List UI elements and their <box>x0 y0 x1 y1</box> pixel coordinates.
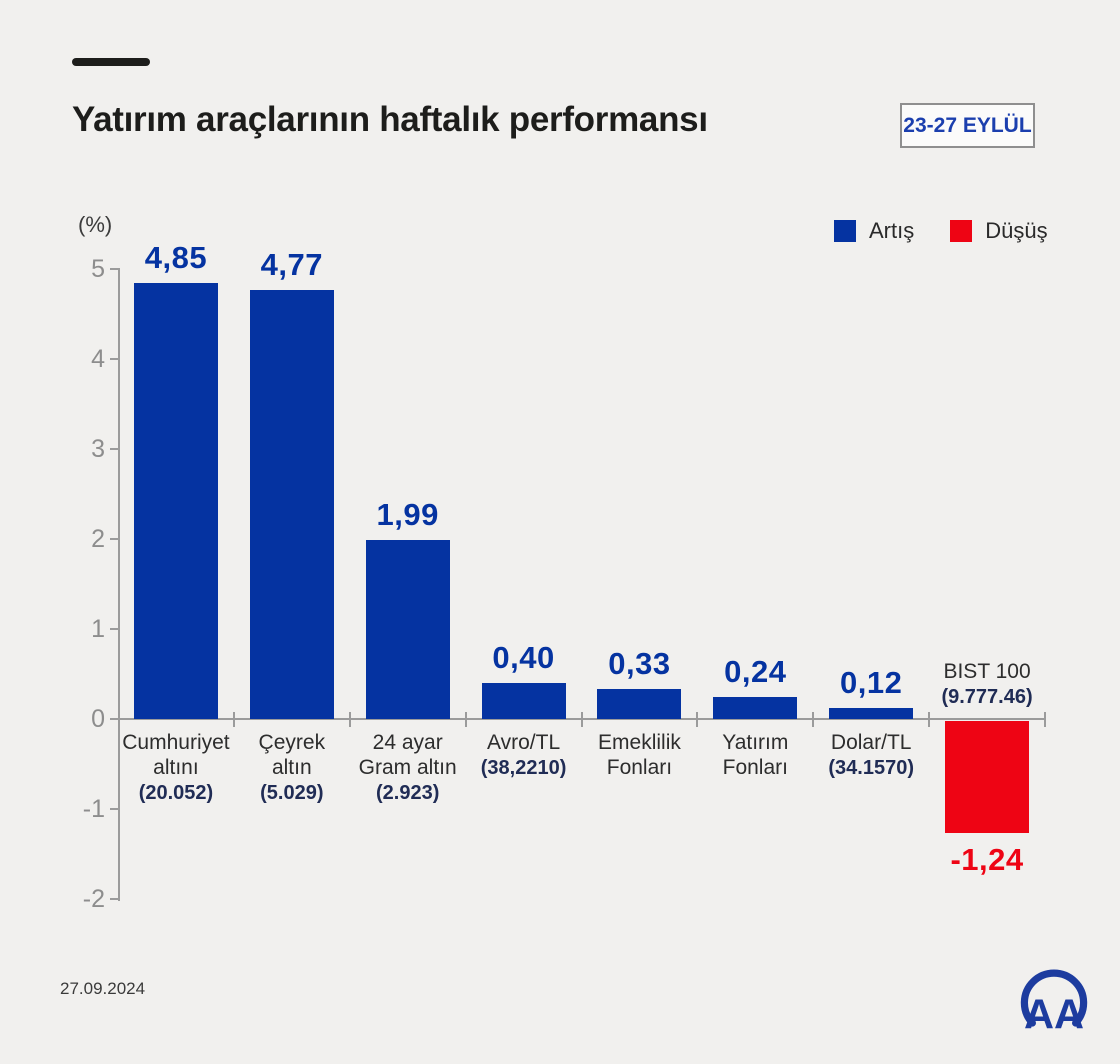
date-range-label: 23-27 EYLÜL <box>903 113 1032 137</box>
x-axis-tick <box>696 712 699 727</box>
x-axis-tick <box>348 712 351 727</box>
bar-value-label: 1,99 <box>376 496 439 532</box>
bar-3 <box>365 539 450 719</box>
category-label: Emeklilik Fonları <box>564 730 714 780</box>
y-axis-tick <box>110 808 120 810</box>
category-name-line: 24 ayar <box>372 731 443 754</box>
y-axis-tick <box>110 898 120 900</box>
bar-value-label: 0,40 <box>492 640 555 675</box>
bar-1 <box>133 282 218 719</box>
bar-8 <box>945 721 1030 833</box>
legend-item-increase: Artış <box>834 218 914 244</box>
legend: Artış Düşüş <box>834 218 1048 244</box>
category-label: Yatırım Fonları <box>680 730 830 780</box>
bar-5 <box>597 689 682 719</box>
category-name-line: Fonları <box>606 756 673 779</box>
y-axis-tick <box>110 628 120 630</box>
x-axis-tick <box>812 712 815 727</box>
y-axis-line <box>118 269 120 901</box>
category-name-line: Cumhuriyet <box>122 731 230 754</box>
bar-value-label: 0,24 <box>724 654 787 690</box>
bar-value-label: 0,12 <box>840 665 903 701</box>
y-tick-label: 4 <box>91 345 105 373</box>
category-label: Avro/TL (38,2210) <box>449 730 599 781</box>
x-axis-tick <box>580 712 583 727</box>
category-name-line: altın <box>271 756 312 779</box>
y-axis-tick <box>110 448 120 450</box>
aa-agency-logo: AA <box>1020 969 1088 1038</box>
category-name-line: Emeklilik <box>598 731 681 754</box>
category-label: 24 ayar Gram altın (2.923) <box>333 730 483 806</box>
category-label: BIST 100 (9.777.46) <box>912 659 1062 710</box>
increase-swatch-icon <box>834 220 856 242</box>
category-name-line: Avro/TL <box>486 731 561 754</box>
bar-value-label: 4,85 <box>144 239 208 275</box>
bar-2 <box>249 289 334 719</box>
y-tick-label: 0 <box>91 705 105 733</box>
legend-label-decrease: Düşüş <box>985 218 1048 243</box>
category-name-line: BIST 100 <box>943 660 1031 683</box>
x-axis-tick <box>232 712 235 727</box>
bar-6 <box>713 697 798 719</box>
category-label: Cumhuriyet altını (20.052) <box>101 730 251 806</box>
category-name-line: Gram altın <box>358 756 457 779</box>
bar-7 <box>829 708 914 719</box>
x-axis-tick <box>928 712 931 727</box>
y-axis-tick <box>110 358 120 360</box>
category-current-value: (20.052) <box>138 782 214 804</box>
category-name-line: Yatırım <box>722 731 789 754</box>
page-title: Yatırım araçlarının haftalık performansı <box>72 100 708 139</box>
bar-4 <box>481 683 566 719</box>
y-tick-label: -1 <box>82 795 105 823</box>
y-tick-label: 3 <box>91 435 105 463</box>
bar-value-label: 4,77 <box>260 246 323 282</box>
category-name-line: altını <box>153 756 199 779</box>
category-label: Dolar/TL (34.1570) <box>796 730 946 781</box>
publication-date: 27.09.2024 <box>60 979 146 998</box>
y-tick-label: 2 <box>91 525 105 553</box>
y-tick-label: 5 <box>91 255 105 283</box>
bar-value-label: 0,33 <box>608 646 671 682</box>
decrease-swatch-icon <box>950 220 973 242</box>
legend-label-increase: Artış <box>869 218 915 243</box>
category-name-line: Çeyrek <box>258 731 326 754</box>
category-name-line: Fonları <box>722 756 788 779</box>
y-axis-tick <box>110 538 120 540</box>
y-axis-unit-label: (%) <box>78 212 113 237</box>
y-axis-tick <box>110 268 120 270</box>
category-current-value: (2.923) <box>376 782 440 804</box>
category-current-value: (9.777.46) <box>941 686 1033 708</box>
svg-text:AA: AA <box>1024 991 1084 1038</box>
x-axis-tick <box>464 712 467 727</box>
accent-dash <box>72 58 150 66</box>
category-current-value: (34.1570) <box>828 757 914 779</box>
x-axis-tick <box>1044 712 1046 727</box>
y-axis-tick <box>110 718 120 720</box>
category-current-value: (5.029) <box>260 782 324 804</box>
y-tick-label: -2 <box>82 885 105 913</box>
date-range-badge: 23-27 EYLÜL <box>900 103 1035 148</box>
category-current-value: (38,2210) <box>480 757 567 779</box>
category-label: Çeyrek altın (5.029) <box>217 730 367 806</box>
category-name-line: Dolar/TL <box>830 731 912 754</box>
bar-value-label: -1,24 <box>950 841 1024 877</box>
y-tick-label: 1 <box>91 615 105 643</box>
legend-item-decrease: Düşüş <box>950 218 1048 244</box>
